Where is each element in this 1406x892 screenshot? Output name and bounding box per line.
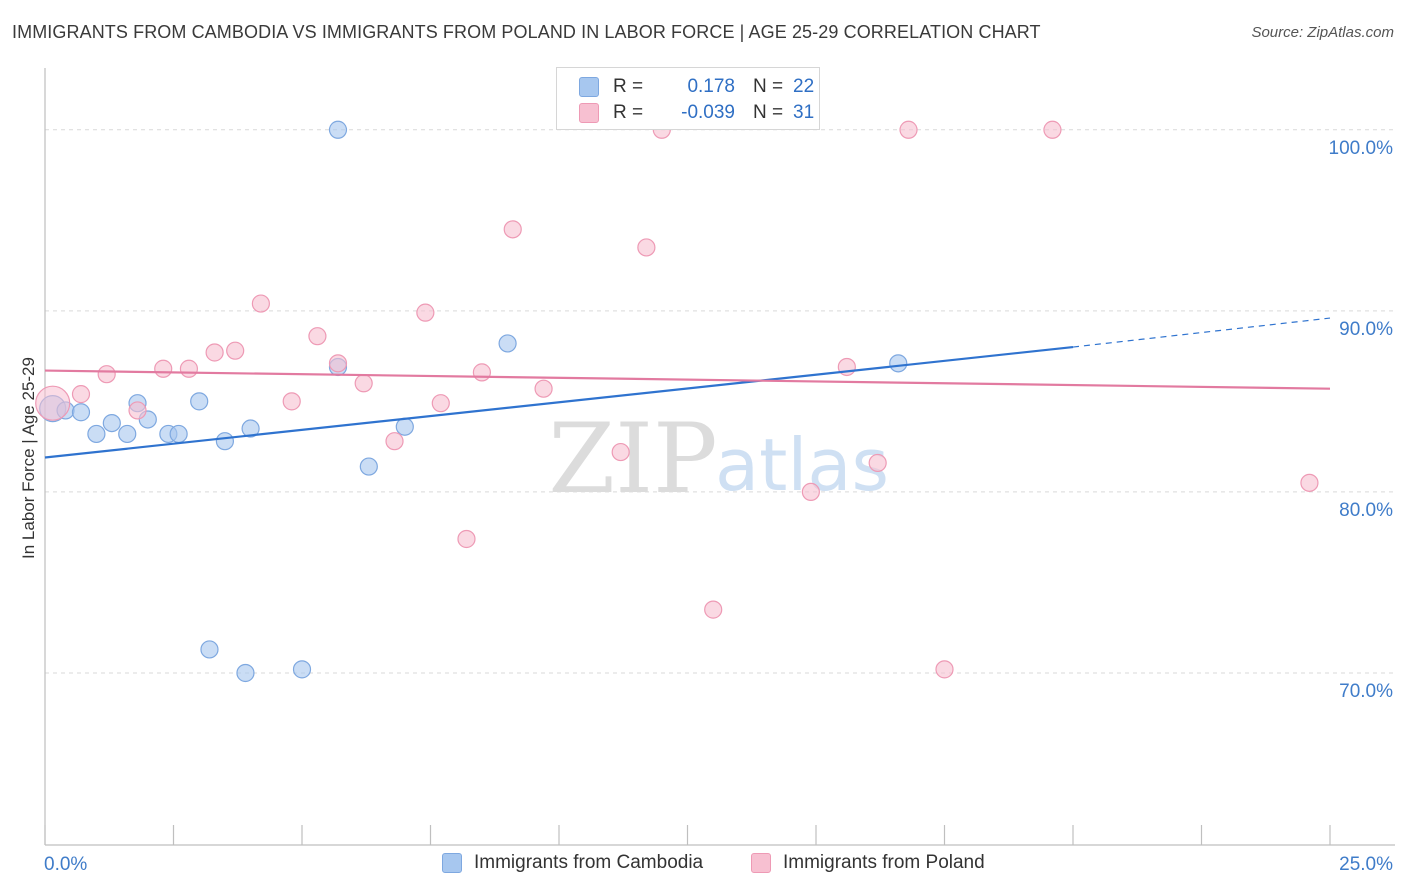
trend-line-cambodia bbox=[44, 345, 1074, 459]
data-point-cambodia bbox=[87, 424, 106, 444]
data-point-poland bbox=[282, 392, 301, 411]
data-point-cambodia bbox=[200, 640, 219, 659]
watermark: ZIP atlas bbox=[548, 403, 889, 515]
grid-layer bbox=[45, 129, 1395, 674]
data-point-poland bbox=[503, 220, 522, 239]
stats-row-cambodia: R = 0.178 N = 22 bbox=[579, 74, 821, 100]
stats-r-value: 0.178 bbox=[687, 76, 735, 97]
data-point-cambodia bbox=[889, 354, 908, 373]
bottom-legend: Immigrants from Cambodia Immigrants from… bbox=[0, 850, 1406, 880]
data-point-poland bbox=[308, 327, 327, 346]
legend-swatch-poland bbox=[751, 853, 771, 873]
stats-r-value: -0.039 bbox=[681, 102, 735, 123]
data-point-poland bbox=[154, 359, 173, 378]
data-point-poland bbox=[179, 359, 199, 378]
stats-n-label: N = bbox=[753, 102, 784, 123]
stats-n-value: 22 bbox=[793, 76, 815, 97]
points-layer bbox=[35, 120, 1319, 683]
data-point-poland bbox=[457, 529, 476, 549]
watermark-atlas: atlas bbox=[715, 423, 889, 507]
y-axis-label: In Labor Force | Age 25-29 bbox=[19, 357, 38, 559]
trend-line-extension-cambodia bbox=[1072, 317, 1331, 348]
data-point-cambodia bbox=[498, 334, 517, 353]
data-point-cambodia bbox=[359, 457, 378, 476]
legend-item-poland[interactable]: Immigrants from Poland bbox=[751, 852, 985, 874]
stats-swatch-cambodia bbox=[579, 77, 599, 97]
data-point-poland bbox=[416, 303, 435, 322]
data-point-poland bbox=[534, 379, 553, 398]
data-point-poland bbox=[899, 120, 918, 139]
trend-layer bbox=[44, 317, 1331, 459]
stats-swatch-poland bbox=[579, 103, 599, 123]
y-tick-label: 90.0% bbox=[1339, 319, 1393, 340]
data-point-cambodia bbox=[215, 432, 234, 451]
data-point-cambodia bbox=[395, 417, 414, 436]
data-point-poland bbox=[611, 442, 630, 462]
y-tick-label: 80.0% bbox=[1339, 500, 1393, 521]
data-point-poland bbox=[801, 482, 820, 502]
stats-n-label: N = bbox=[753, 76, 784, 97]
data-point-poland bbox=[935, 660, 954, 679]
watermark-zip: ZIP bbox=[548, 403, 717, 515]
data-point-poland bbox=[868, 453, 887, 473]
x-tick-label: 25.0% bbox=[1339, 854, 1393, 875]
chart-title: IMMIGRANTS FROM CAMBODIA VS IMMIGRANTS F… bbox=[12, 22, 1041, 42]
data-point-poland bbox=[704, 600, 723, 619]
data-point-cambodia bbox=[169, 424, 188, 444]
legend-label-cambodia: Immigrants from Cambodia bbox=[474, 852, 704, 873]
data-point-poland bbox=[226, 341, 245, 360]
data-point-cambodia bbox=[236, 663, 255, 683]
data-point-poland bbox=[71, 385, 91, 404]
data-point-cambodia bbox=[71, 403, 91, 422]
tick-label-layer: 100.0% 90.0% 80.0% 70.0% 0.0% 25.0% bbox=[44, 138, 1393, 875]
data-point-cambodia bbox=[102, 413, 121, 433]
legend-label-poland: Immigrants from Poland bbox=[783, 852, 985, 873]
data-point-poland bbox=[328, 354, 348, 373]
x-tick-label: 0.0% bbox=[44, 854, 87, 875]
data-point-cambodia bbox=[190, 392, 209, 411]
data-point-cambodia bbox=[241, 419, 260, 438]
data-point-poland bbox=[1043, 120, 1062, 139]
trend-line-poland bbox=[44, 369, 1331, 390]
stats-r-label: R = bbox=[613, 102, 644, 123]
data-point-poland bbox=[205, 343, 224, 362]
stats-legend-box: R = 0.178 N = 22 R = -0.039 N = 31 bbox=[556, 67, 820, 130]
data-point-poland bbox=[354, 374, 373, 393]
data-point-poland bbox=[637, 238, 656, 257]
legend-item-cambodia[interactable]: Immigrants from Cambodia bbox=[442, 852, 703, 874]
data-point-poland bbox=[97, 365, 116, 384]
stats-r-label: R = bbox=[613, 76, 644, 97]
data-point-cambodia bbox=[328, 120, 348, 139]
data-point-poland bbox=[1300, 473, 1319, 492]
y-tick-label: 70.0% bbox=[1339, 681, 1393, 702]
chart-source: Source: ZipAtlas.com bbox=[1251, 24, 1394, 41]
data-point-poland bbox=[128, 401, 147, 420]
data-point-poland bbox=[385, 432, 404, 451]
data-point-poland bbox=[431, 394, 450, 413]
stats-n-value: 31 bbox=[793, 102, 815, 123]
data-point-poland bbox=[35, 385, 71, 421]
y-tick-label: 100.0% bbox=[1329, 138, 1394, 159]
stats-row-poland: R = -0.039 N = 31 bbox=[579, 100, 821, 126]
data-point-poland bbox=[251, 294, 270, 313]
data-point-cambodia bbox=[118, 424, 137, 444]
legend-swatch-cambodia bbox=[442, 853, 462, 873]
data-point-poland bbox=[472, 363, 491, 382]
data-point-cambodia bbox=[292, 660, 312, 679]
